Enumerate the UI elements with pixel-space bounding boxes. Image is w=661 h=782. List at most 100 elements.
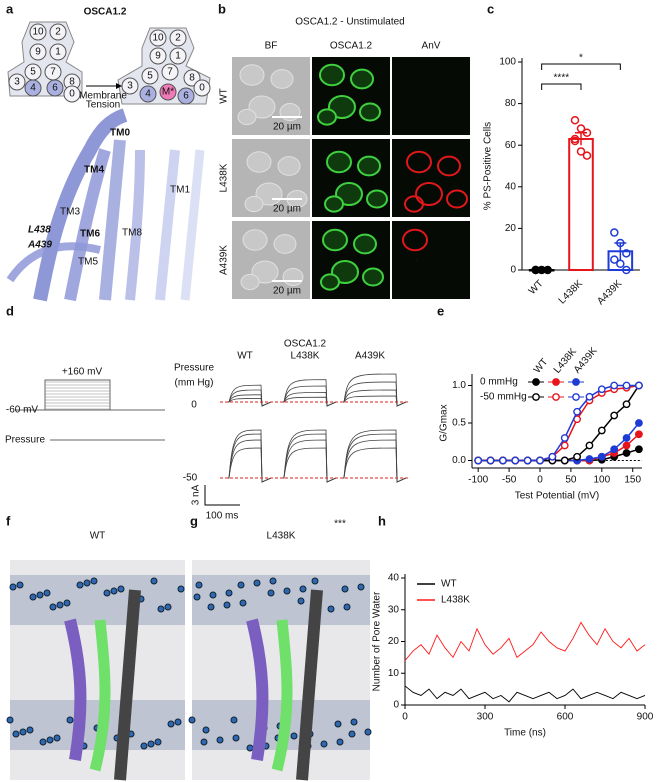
lipid-head	[39, 738, 47, 746]
data-point	[622, 265, 631, 275]
protocol-label: -60 mV	[6, 405, 39, 416]
lipid-head	[202, 726, 210, 734]
lipid-head	[209, 591, 217, 599]
cell	[320, 273, 340, 291]
helix	[6, 242, 101, 283]
cell	[240, 273, 260, 291]
pressure-value: 0	[191, 400, 197, 411]
protocol-label: +160 mV	[62, 367, 103, 378]
lipid-head	[19, 728, 27, 736]
cell	[277, 156, 301, 176]
lipid-head	[53, 734, 61, 742]
x-tick-label: 0	[402, 712, 408, 723]
cell	[350, 68, 374, 90]
subunit-circle	[169, 47, 187, 65]
x-tick-label: -50	[502, 475, 517, 486]
column-header: WT	[237, 351, 253, 362]
lipid-head	[348, 730, 356, 738]
panel-label: c	[487, 1, 494, 16]
cell	[437, 155, 461, 177]
lipid-head	[36, 591, 44, 599]
subunit-circle	[29, 23, 47, 41]
data-point	[597, 426, 606, 435]
cell	[319, 63, 345, 87]
subunit-label: 8	[69, 77, 75, 88]
legend-marker	[572, 393, 580, 401]
scale-bar-label: 20 µm	[273, 122, 301, 133]
lipid-head	[164, 603, 172, 611]
significance-label: *	[579, 53, 583, 64]
y-tick-label: 1.0	[452, 380, 466, 391]
lipid-head	[76, 581, 84, 589]
helix-label: TM5	[78, 257, 98, 268]
y-tick-label: 20	[505, 223, 517, 234]
panel-title: OSCA1.2 - Unstimulated	[295, 17, 405, 28]
cell	[415, 181, 443, 207]
data-point	[616, 238, 625, 248]
helix-label: TM1	[170, 185, 190, 196]
current-trace	[340, 429, 407, 483]
data-point	[548, 452, 557, 461]
lipid-head	[63, 599, 71, 607]
lipid-head	[232, 734, 240, 742]
data-line	[404, 621, 646, 661]
cell	[282, 268, 304, 286]
data-point	[635, 430, 643, 439]
cell	[446, 189, 468, 209]
data-point	[585, 392, 594, 401]
subunit-circle	[46, 79, 64, 97]
data-point	[560, 456, 569, 465]
helix	[180, 149, 205, 301]
subunit-label: 6	[52, 83, 58, 94]
lipid-head	[207, 603, 215, 611]
y-tick-label: 40	[388, 573, 400, 584]
x-tick-label: 0	[537, 475, 543, 486]
subunit-circle	[169, 29, 187, 47]
cell	[273, 234, 297, 254]
subunit-label: 5	[147, 71, 153, 82]
lipid-head	[193, 593, 201, 601]
membrane-layer	[10, 575, 185, 625]
data-point	[622, 381, 631, 390]
lipid-head	[195, 581, 203, 589]
lipid-head	[364, 728, 372, 736]
cell	[326, 150, 352, 174]
y-tick-label: 20	[388, 636, 400, 647]
x-tick-label: WT	[527, 278, 546, 297]
lipid-head	[16, 581, 24, 589]
subunit-label: 2	[55, 27, 61, 38]
lipid-head	[147, 740, 155, 748]
x-tick-label: 150	[624, 475, 641, 486]
data-point	[610, 445, 619, 454]
lipid-head	[216, 736, 224, 744]
subunit-label: 4	[145, 89, 151, 100]
lipid-head	[154, 738, 162, 746]
subunit-circle	[139, 85, 157, 103]
data-point	[582, 128, 592, 137]
data-point	[474, 456, 483, 465]
subunit-label: 4	[30, 83, 36, 94]
panel-title: OSCA1.2	[284, 339, 327, 350]
lipid-head	[267, 589, 275, 597]
protocol-label: Pressure	[5, 435, 45, 446]
data-point	[560, 441, 569, 450]
legend-label: -50 mmHg	[480, 392, 527, 403]
data-point	[622, 249, 631, 258]
lipid-head	[334, 720, 342, 728]
subunit-circle	[149, 47, 167, 65]
lipid-head	[9, 583, 17, 591]
helix-label: TM8	[122, 228, 142, 239]
legend-header: WT	[532, 357, 550, 376]
lipid-head	[299, 585, 307, 593]
row-header: L438K	[219, 163, 230, 192]
lipid-head	[283, 587, 291, 595]
lipid-head	[167, 720, 175, 728]
current-trace	[225, 429, 272, 483]
subunit-circle	[29, 43, 47, 61]
data-point	[511, 456, 520, 465]
micrograph	[392, 221, 470, 299]
lipid-head	[174, 718, 182, 726]
panel-title: L438K	[267, 531, 296, 542]
data-point	[523, 456, 532, 465]
lipid-head	[140, 742, 148, 750]
